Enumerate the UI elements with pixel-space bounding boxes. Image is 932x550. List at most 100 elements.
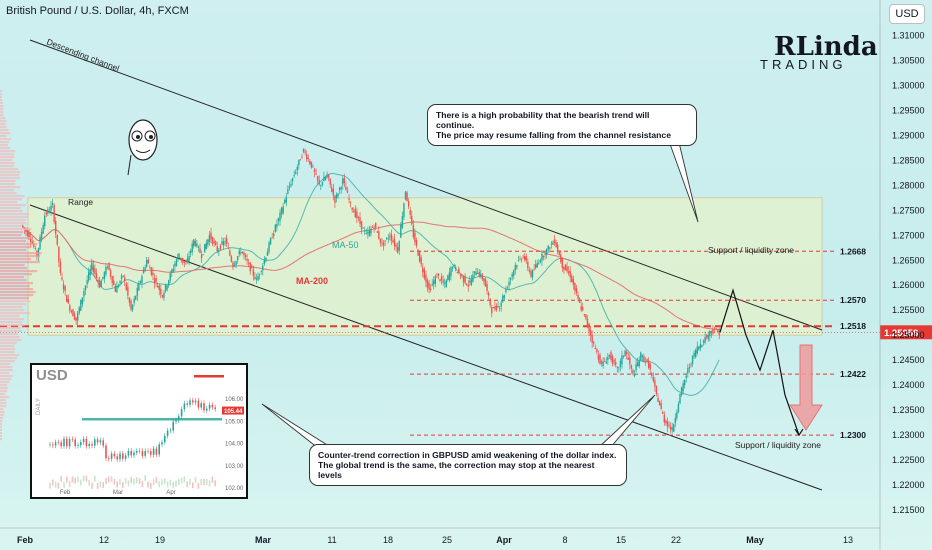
candle-body: [400, 225, 402, 238]
inset-volume-bar: [169, 479, 172, 486]
candle-body: [651, 373, 653, 377]
inset-volume-bar: [144, 475, 146, 482]
candle-body: [652, 377, 655, 381]
candle-body: [235, 261, 237, 265]
candle-body: [379, 238, 382, 244]
ma50-label: MA-50: [332, 240, 359, 250]
candle-body: [422, 267, 424, 273]
candle-body: [478, 271, 480, 277]
candle-body: [378, 231, 380, 239]
volume-bar: [0, 390, 8, 393]
volume-bar: [0, 348, 16, 351]
volume-bar: [0, 183, 16, 186]
candle-body: [64, 286, 66, 292]
candle-body: [232, 262, 234, 268]
volume-bar: [0, 414, 4, 417]
volume-bar: [0, 375, 13, 378]
candle-body: [514, 265, 517, 271]
volume-bar: [0, 318, 24, 321]
candle-body: [520, 259, 523, 261]
candle-body: [219, 245, 222, 250]
inset-candle: [94, 439, 96, 446]
candle-body: [693, 352, 695, 357]
candle-body: [641, 355, 644, 357]
forecast-arrow-head: [794, 428, 804, 437]
inset-volume-bar: [110, 476, 113, 483]
candle-body: [702, 340, 705, 343]
currency-button[interactable]: USD: [889, 4, 925, 24]
inset-x-tick: Feb: [60, 490, 71, 496]
volume-bar: [0, 231, 24, 234]
candle-body: [492, 307, 495, 309]
volume-bar: [0, 342, 17, 345]
candle-body: [497, 306, 499, 307]
candle-body: [713, 331, 716, 333]
volume-bar: [0, 234, 22, 237]
candle-body: [313, 169, 316, 172]
y-tick-label: 1.23500: [892, 405, 925, 415]
candle-body: [216, 246, 218, 252]
candle-body: [694, 350, 697, 358]
volume-bar: [0, 387, 8, 390]
candle-body: [544, 253, 546, 256]
candle-body: [596, 349, 598, 353]
candle-body: [567, 271, 570, 273]
candle-body: [705, 335, 708, 338]
inset-volume-bar: [60, 475, 62, 482]
inset-candle: [141, 451, 144, 456]
candle-body: [604, 360, 606, 362]
candle-body: [87, 272, 90, 281]
candle-body: [324, 177, 327, 180]
inset-candle: [88, 443, 90, 447]
inset-candle: [178, 416, 180, 421]
volume-bar: [0, 417, 3, 420]
candle-body: [709, 330, 711, 337]
candle-body: [605, 361, 607, 364]
inset-candle: [66, 438, 68, 447]
y-tick-label: 1.24500: [892, 355, 925, 365]
candle-body: [315, 173, 317, 175]
candle-body: [431, 283, 433, 286]
candle-body: [91, 262, 93, 270]
volume-bar: [0, 327, 21, 330]
volume-bar: [0, 279, 27, 282]
candle-body: [558, 251, 560, 256]
inset-volume-bar: [91, 482, 93, 489]
candle-body: [665, 420, 667, 424]
volume-bar: [0, 270, 38, 273]
candle-body: [160, 288, 162, 295]
candle-body: [193, 239, 195, 247]
inset-volume-bar: [189, 478, 191, 485]
volume-bar: [0, 120, 7, 123]
x-tick-label: Feb: [17, 535, 34, 545]
inset-volume-bar: [124, 477, 127, 484]
candle-body: [517, 260, 520, 261]
candle-body: [200, 254, 203, 259]
candle-body: [323, 176, 325, 182]
volume-bar: [0, 204, 26, 207]
candle-body: [171, 270, 173, 273]
usd-index-inset: USD DAILY 106.00 105.00 104.00 103.00 102.00…: [30, 363, 248, 499]
candle-body: [144, 267, 146, 271]
candle-body: [434, 276, 437, 284]
candle-body: [161, 295, 164, 297]
volume-bar: [0, 114, 4, 117]
candle-body: [489, 298, 491, 306]
candle-body: [80, 299, 82, 311]
candle-body: [666, 421, 669, 427]
candle-body: [404, 191, 407, 200]
candle-body: [124, 277, 126, 281]
inset-volume-bar: [158, 481, 160, 488]
candle-body: [647, 360, 650, 368]
candle-body: [51, 203, 54, 205]
candle-body: [332, 188, 335, 196]
candle-body: [699, 344, 702, 348]
x-tick-label: 18: [383, 535, 393, 545]
inset-volume-bar: [155, 477, 158, 484]
inset-volume-bar: [147, 481, 149, 488]
volume-bar: [0, 363, 11, 366]
inset-candle: [77, 445, 79, 447]
inset-volume-bar: [122, 481, 124, 488]
volume-bar: [0, 402, 7, 405]
